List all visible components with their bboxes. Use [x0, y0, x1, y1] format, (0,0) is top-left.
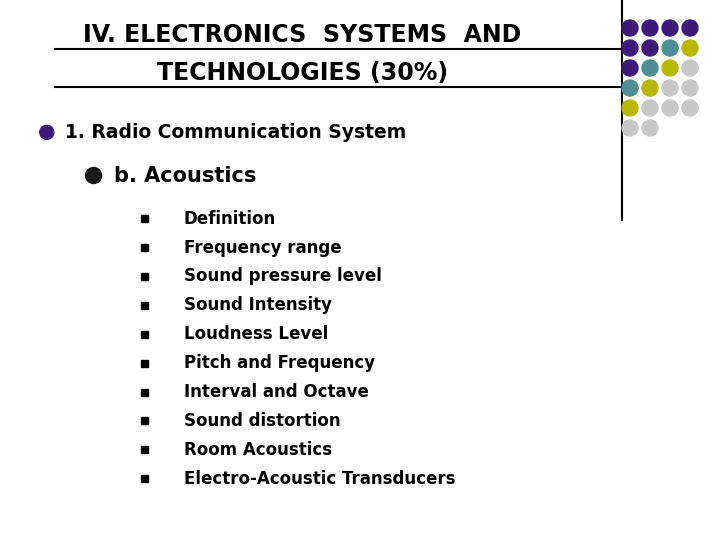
- Text: Frequency range: Frequency range: [184, 239, 341, 256]
- Circle shape: [662, 60, 678, 76]
- Circle shape: [682, 60, 698, 76]
- Circle shape: [622, 80, 638, 96]
- Text: Sound pressure level: Sound pressure level: [184, 267, 382, 286]
- Circle shape: [642, 20, 658, 36]
- Circle shape: [40, 125, 54, 139]
- Text: Loudness Level: Loudness Level: [184, 325, 328, 343]
- Circle shape: [642, 120, 658, 136]
- Circle shape: [682, 20, 698, 36]
- Circle shape: [622, 120, 638, 136]
- Circle shape: [622, 60, 638, 76]
- Circle shape: [682, 100, 698, 116]
- Bar: [140, 475, 148, 482]
- Text: Room Acoustics: Room Acoustics: [184, 441, 332, 459]
- Bar: [140, 389, 148, 395]
- Circle shape: [662, 40, 678, 56]
- Text: Sound Intensity: Sound Intensity: [184, 296, 332, 314]
- Bar: [140, 417, 148, 424]
- Circle shape: [86, 167, 102, 184]
- Text: TECHNOLOGIES (30%): TECHNOLOGIES (30%): [157, 61, 448, 85]
- Text: b. Acoustics: b. Acoustics: [114, 165, 256, 186]
- Bar: [140, 331, 148, 338]
- Circle shape: [642, 80, 658, 96]
- Circle shape: [682, 40, 698, 56]
- Text: Sound distortion: Sound distortion: [184, 412, 341, 430]
- Circle shape: [622, 100, 638, 116]
- Bar: [140, 360, 148, 367]
- Circle shape: [662, 100, 678, 116]
- Circle shape: [642, 40, 658, 56]
- Text: 1. Radio Communication System: 1. Radio Communication System: [65, 123, 406, 142]
- Circle shape: [622, 20, 638, 36]
- Circle shape: [682, 80, 698, 96]
- Bar: [140, 447, 148, 453]
- Text: Interval and Octave: Interval and Octave: [184, 383, 369, 401]
- Bar: [140, 215, 148, 222]
- Text: Electro-Acoustic Transducers: Electro-Acoustic Transducers: [184, 470, 455, 488]
- Circle shape: [642, 60, 658, 76]
- Text: IV. ELECTRONICS  SYSTEMS  AND: IV. ELECTRONICS SYSTEMS AND: [84, 23, 521, 47]
- Bar: [140, 302, 148, 309]
- Text: Pitch and Frequency: Pitch and Frequency: [184, 354, 374, 372]
- Bar: [140, 273, 148, 280]
- Circle shape: [662, 80, 678, 96]
- Circle shape: [662, 20, 678, 36]
- Text: Definition: Definition: [184, 210, 276, 228]
- Circle shape: [642, 100, 658, 116]
- Circle shape: [622, 40, 638, 56]
- Bar: [140, 244, 148, 251]
